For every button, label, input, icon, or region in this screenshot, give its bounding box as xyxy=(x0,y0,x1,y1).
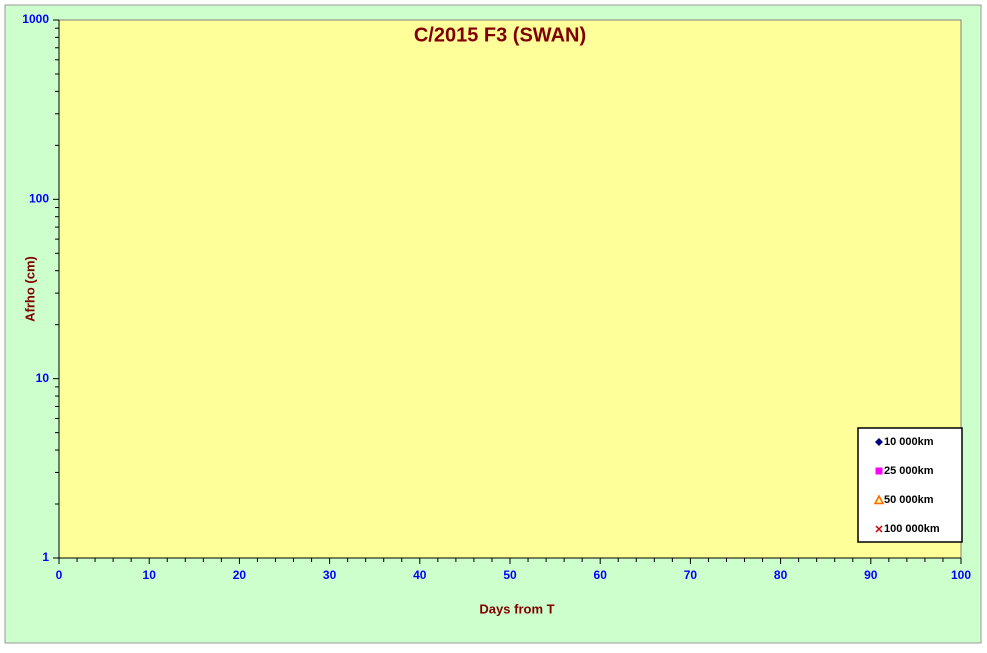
legend-marker xyxy=(875,438,883,446)
legend-label: 25 000km xyxy=(884,465,934,477)
x-tick-label: 30 xyxy=(323,568,337,582)
legend-box xyxy=(857,427,963,543)
legend-label: 50 000km xyxy=(884,494,934,506)
y-axis-title: Afrho (cm) xyxy=(22,256,37,322)
x-tick-label: 0 xyxy=(56,568,63,582)
x-tick-label: 40 xyxy=(413,568,427,582)
y-tick-label: 10 xyxy=(36,371,50,385)
x-tick-label: 80 xyxy=(774,568,788,582)
x-tick-label: 20 xyxy=(233,568,247,582)
legend-marker xyxy=(875,467,883,475)
x-tick-label: 70 xyxy=(684,568,698,582)
plot-area xyxy=(58,19,962,559)
y-tick-label: 100 xyxy=(29,192,49,206)
legend-label: 100 000km xyxy=(884,523,940,535)
x-tick-label: 10 xyxy=(143,568,157,582)
chart-title: C/2015 F3 (SWAN) xyxy=(414,24,586,46)
legend-marker xyxy=(873,494,885,505)
x-axis-title: Days from T xyxy=(479,601,554,616)
x-tick-label: 50 xyxy=(503,568,517,582)
legend-marker xyxy=(875,525,883,533)
x-tick-label: 90 xyxy=(864,568,878,582)
x-tick-label: 60 xyxy=(594,568,608,582)
y-tick-label: 1 xyxy=(42,550,49,564)
y-tick-label: 1000 xyxy=(22,12,49,26)
x-tick-label: 100 xyxy=(951,568,971,582)
legend-label: 10 000km xyxy=(884,436,934,448)
